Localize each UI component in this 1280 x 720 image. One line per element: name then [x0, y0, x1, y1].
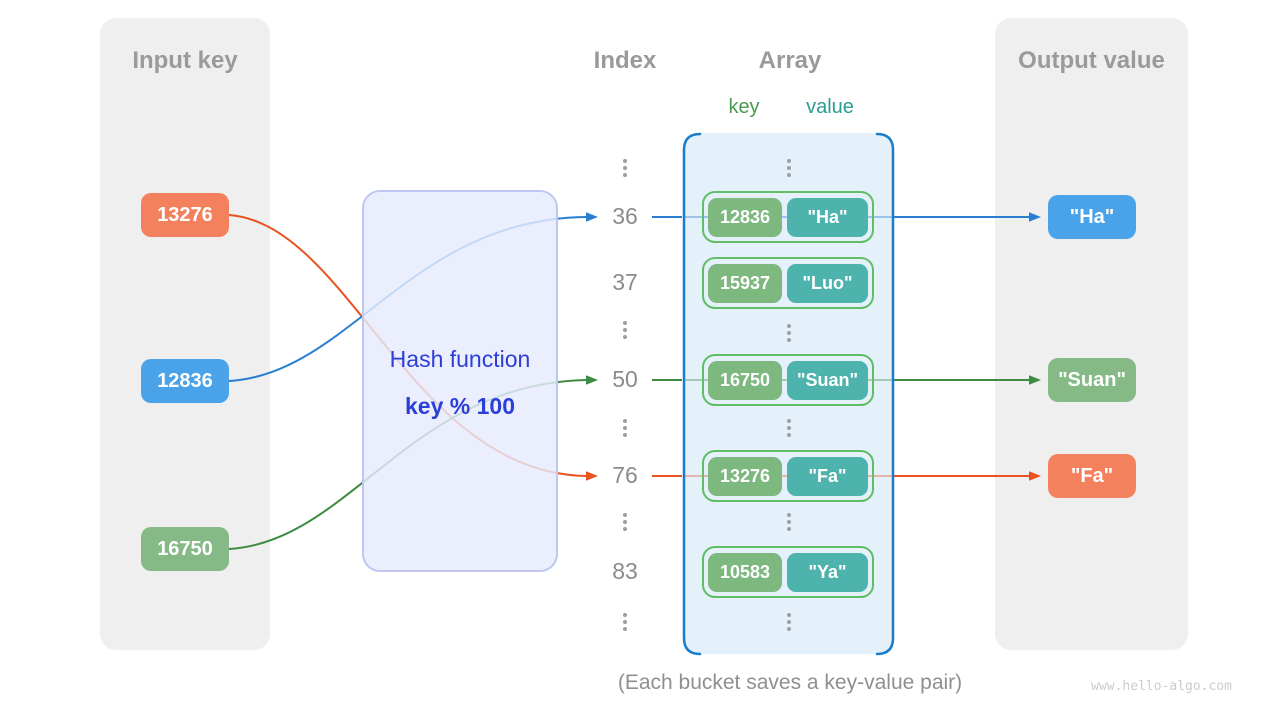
index-column-title: Index: [593, 47, 657, 74]
vertical-ellipsis: [623, 419, 627, 437]
vertical-ellipsis: [623, 613, 627, 631]
index-label-37: 37: [612, 269, 638, 295]
bucket-key-cell: 13276: [708, 456, 782, 496]
key-column-header: key: [728, 96, 760, 118]
vertical-ellipsis: [623, 159, 627, 177]
arrowhead-blue-output: [1029, 212, 1041, 222]
bucket-key-cell: 16750: [708, 360, 782, 400]
vertical-ellipsis: [787, 159, 791, 177]
index-label-76: 76: [612, 462, 638, 488]
bucket-key-cell: 12836: [708, 197, 782, 237]
bucket-value-cell: "Fa": [787, 456, 868, 496]
caption: (Each bucket saves a key-value pair): [617, 671, 963, 694]
input-key-13276: 13276: [141, 193, 229, 237]
vertical-ellipsis: [787, 613, 791, 631]
bucket-value-cell: "Suan": [787, 360, 868, 400]
output-value-panel: [995, 18, 1188, 650]
input-key-12836: 12836: [141, 359, 229, 403]
vertical-ellipsis: [787, 513, 791, 531]
bucket-row-76: 13276 "Fa": [702, 450, 874, 502]
input-key-16750: 16750: [141, 527, 229, 571]
bucket-value-cell: "Ya": [787, 552, 868, 592]
bucket-row-37: 15937 "Luo": [702, 257, 874, 309]
bucket-key-cell: 10583: [708, 552, 782, 592]
value-column-header: value: [806, 96, 854, 118]
output-value-suan: "Suan": [1048, 358, 1136, 402]
arrowhead-green-index: [586, 375, 598, 385]
bucket-value-cell: "Luo": [787, 263, 868, 303]
arrowhead-orange-output: [1029, 471, 1041, 481]
index-label-50: 50: [612, 366, 638, 392]
vertical-ellipsis: [787, 324, 791, 342]
hash-function-label: Hash function: [389, 346, 531, 372]
array-bracket-right: [875, 132, 895, 656]
bucket-key-cell: 15937: [708, 263, 782, 303]
index-label-36: 36: [612, 203, 638, 229]
output-value-fa: "Fa": [1048, 454, 1136, 498]
vertical-ellipsis: [787, 419, 791, 437]
arrowhead-green-output: [1029, 375, 1041, 385]
hash-formula: key % 100: [405, 393, 515, 419]
array-panel-title: Array: [758, 47, 822, 74]
hash-function-box: Hash function key % 100: [362, 190, 558, 572]
vertical-ellipsis: [623, 321, 627, 339]
array-bracket-left: [682, 132, 702, 656]
bucket-row-36: 12836 "Ha": [702, 191, 874, 243]
vertical-ellipsis: [623, 513, 627, 531]
arrowhead-orange-index: [586, 471, 598, 481]
output-value-ha: "Ha": [1048, 195, 1136, 239]
arrowhead-blue-index: [586, 212, 598, 222]
bucket-row-50: 16750 "Suan": [702, 354, 874, 406]
bucket-value-cell: "Ha": [787, 197, 868, 237]
input-panel-title: Input key: [132, 47, 238, 74]
watermark: www.hello-algo.com: [1091, 679, 1232, 694]
output-panel-title: Output value: [1018, 47, 1165, 74]
bucket-row-83: 10583 "Ya": [702, 546, 874, 598]
index-label-83: 83: [612, 558, 638, 584]
